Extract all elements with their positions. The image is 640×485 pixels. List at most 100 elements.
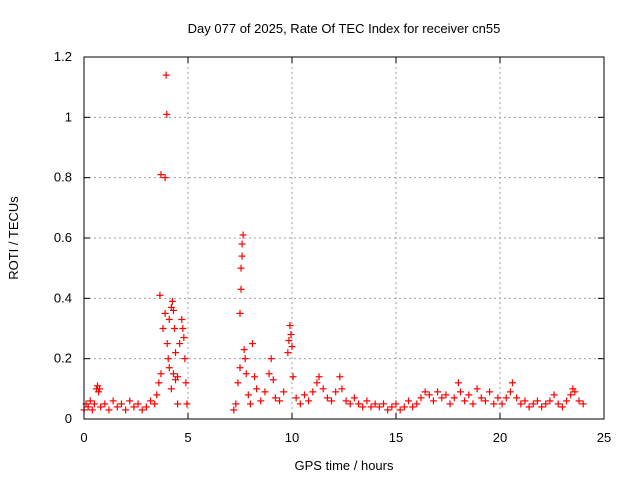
data-point	[253, 385, 261, 393]
plot-frame	[83, 56, 605, 420]
x-tick-label: 15	[389, 430, 403, 445]
y-tick-label: 0.6	[54, 230, 72, 245]
data-point	[84, 403, 92, 411]
data-point	[375, 403, 383, 411]
data-point	[384, 406, 392, 414]
data-point	[309, 388, 317, 396]
data-point	[490, 400, 498, 408]
data-point	[156, 291, 164, 299]
data-point	[113, 403, 121, 411]
data-point	[477, 394, 485, 402]
data-point	[506, 388, 514, 396]
data-point	[456, 388, 464, 396]
data-point	[240, 346, 248, 354]
data-point	[367, 403, 375, 411]
data-point	[388, 403, 396, 411]
data-point	[313, 379, 321, 387]
data-point	[446, 400, 454, 408]
data-point	[323, 394, 331, 402]
data-point	[162, 71, 170, 79]
x-tick-label: 25	[597, 430, 611, 445]
data-point	[164, 355, 172, 363]
data-point	[296, 400, 304, 408]
data-point	[575, 397, 583, 405]
data-point	[236, 364, 244, 372]
data-point	[134, 400, 142, 408]
data-point	[257, 397, 265, 405]
data-point	[300, 391, 308, 399]
data-point	[481, 397, 489, 405]
x-axis-label: GPS time / hours	[295, 458, 394, 473]
data-point	[153, 391, 161, 399]
data-point	[371, 400, 379, 408]
data-point	[461, 397, 469, 405]
data-points	[80, 71, 587, 414]
data-point	[550, 391, 558, 399]
data-point	[269, 376, 277, 384]
data-point	[400, 403, 408, 411]
data-point	[151, 400, 159, 408]
data-point	[286, 321, 294, 329]
chart-title: Day 077 of 2025, Rate Of TEC Index for r…	[188, 21, 501, 36]
data-point	[305, 397, 313, 405]
data-point	[421, 388, 429, 396]
data-point	[241, 355, 249, 363]
data-point	[434, 388, 442, 396]
data-point	[469, 400, 477, 408]
data-point	[230, 406, 238, 414]
data-point	[396, 406, 404, 414]
data-point	[265, 370, 273, 378]
data-point	[319, 385, 327, 393]
data-point	[380, 400, 388, 408]
x-tick-label: 5	[184, 430, 191, 445]
data-point	[182, 379, 190, 387]
data-point	[88, 406, 96, 414]
data-point	[130, 403, 138, 411]
data-point	[181, 355, 189, 363]
data-point	[417, 394, 425, 402]
data-point	[174, 373, 182, 381]
data-point	[342, 397, 350, 405]
data-point	[571, 388, 579, 396]
data-point	[242, 370, 250, 378]
x-tick-label: 0	[80, 430, 87, 445]
data-point	[338, 385, 346, 393]
data-point	[179, 325, 187, 332]
data-point	[168, 297, 176, 305]
data-point	[494, 394, 502, 402]
data-point	[392, 400, 400, 408]
data-point	[109, 397, 117, 405]
data-point	[147, 397, 155, 405]
data-point	[237, 285, 245, 293]
data-point	[183, 400, 191, 408]
data-point	[292, 394, 300, 402]
data-point	[86, 397, 94, 405]
data-point	[285, 337, 293, 345]
data-point	[237, 264, 245, 272]
data-point	[176, 340, 184, 348]
data-point	[454, 379, 462, 387]
data-point	[404, 397, 412, 405]
data-point	[363, 397, 371, 405]
data-point	[165, 315, 173, 323]
data-point	[261, 388, 269, 396]
data-point	[502, 394, 510, 402]
data-point	[97, 403, 105, 411]
data-point	[315, 373, 323, 381]
data-point	[172, 349, 180, 357]
data-point	[180, 334, 188, 342]
data-point	[328, 397, 336, 405]
data-point	[95, 388, 103, 396]
data-point	[238, 240, 246, 248]
data-point	[533, 397, 541, 405]
data-point	[122, 406, 130, 414]
data-point	[409, 403, 417, 411]
data-point	[542, 400, 550, 408]
data-point	[163, 340, 171, 348]
x-tick-label: 20	[493, 430, 507, 445]
data-point	[517, 400, 525, 408]
data-point	[155, 379, 163, 387]
data-point	[473, 385, 481, 393]
data-point	[234, 379, 242, 387]
